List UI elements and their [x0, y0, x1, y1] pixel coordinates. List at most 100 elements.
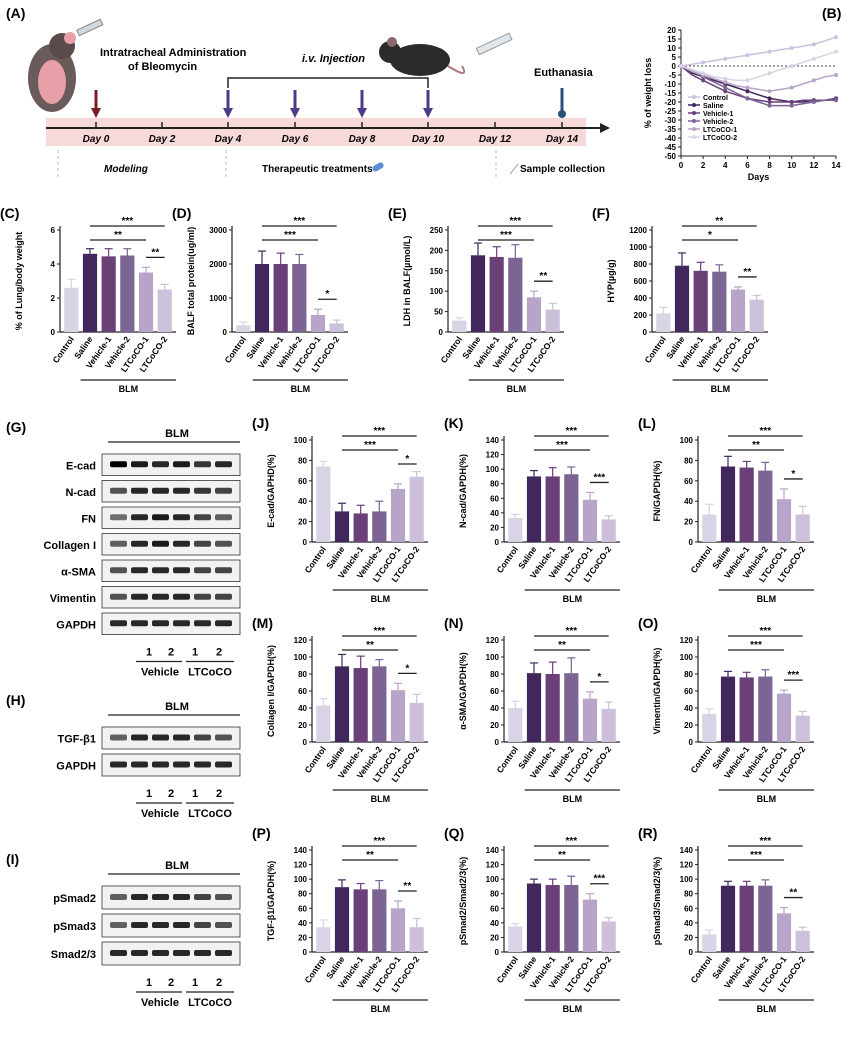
sig-label: ** — [752, 440, 760, 451]
bleomycin-arrow-head — [91, 108, 101, 118]
blot-band — [110, 620, 127, 627]
bar-saline — [720, 676, 736, 742]
bar-ltcoco-2 — [409, 476, 424, 542]
y-tick-label: 1200 — [629, 226, 647, 235]
y-tick-label: -15 — [664, 89, 676, 98]
blot-strip — [101, 753, 241, 777]
blot-band — [152, 761, 169, 768]
y-tick-label: 20 — [490, 933, 499, 942]
sig-label: ** — [151, 247, 159, 258]
blot-band — [152, 734, 169, 741]
bar-chart-n: (N)020406080100120α-SMA/GAPDH(%)ControlS… — [444, 615, 620, 804]
y-tick-label: 0 — [495, 948, 500, 957]
sig-label: *** — [364, 440, 376, 451]
bar-vehicle-1 — [545, 476, 560, 542]
blot-strip — [101, 612, 241, 635]
y-tick-label: 120 — [486, 861, 500, 870]
blot-band — [131, 461, 148, 468]
series-point — [745, 78, 750, 83]
day-labels: Day 0 Day 2 Day 4 Day 6 Day 8 Day 10 Day 12 Day… — [83, 122, 579, 145]
y-tick-label: 120 — [294, 861, 308, 870]
blm-header: BLM — [165, 860, 189, 872]
blot-band — [215, 540, 232, 547]
y-tick-label: 40 — [684, 497, 693, 506]
bar-ltcoco-1 — [390, 690, 406, 742]
y-tick-label: 20 — [684, 518, 693, 527]
y-tick-label: 60 — [684, 904, 693, 913]
y-tick-label: 100 — [680, 436, 694, 445]
blot-band — [173, 567, 190, 574]
blm-bracket-label: BLM — [507, 384, 527, 394]
bar-control — [508, 926, 523, 952]
blot-band — [173, 950, 190, 956]
blot-band — [194, 734, 211, 741]
lane-number: 1 — [146, 977, 152, 989]
bar-control — [702, 514, 717, 542]
bar-control — [316, 466, 331, 542]
bar-chart-o: (O) 0 20 40 60 80 100 120 Vimentin/GAPDH(%) Contr… — [638, 615, 814, 804]
blot-row-label: GAPDH — [56, 761, 96, 773]
blot-band — [215, 487, 232, 494]
blot-band — [152, 894, 169, 900]
y-axis-title: Collagen I/GAPDH(%) — [266, 645, 276, 737]
bar-vehicle-2 — [758, 885, 773, 952]
y-tick-label: -40 — [664, 134, 676, 143]
bar-chart-k: (K) 0 20 40 60 80 100 120 140 N-cad/GAPDH(%) Contr… — [444, 415, 620, 604]
series-point — [745, 53, 750, 58]
sig-label: *** — [500, 230, 512, 241]
y-tick-label: 20 — [684, 933, 693, 942]
timeline-arrowhead — [600, 123, 610, 133]
phase-sample-collection: Sample collection — [520, 164, 605, 175]
category-label: Control — [494, 954, 520, 984]
legend-label: LTCoCO-1 — [703, 127, 737, 134]
x-tick-label: 14 — [832, 161, 841, 170]
blot-h: (H) BLM TGF-β1 GAPDH 1 2 1 2 Vehicle LTCoCO — [6, 692, 241, 820]
bar-saline — [526, 883, 542, 952]
blot-row-label: E-cad — [66, 460, 96, 472]
bar-ltcoco-2 — [329, 323, 344, 332]
legend-label: Control — [703, 95, 728, 102]
lane-number: 2 — [168, 788, 174, 800]
bar-vehicle-2 — [712, 271, 727, 332]
blot-band — [131, 761, 148, 768]
bar-ltcoco-2 — [601, 921, 616, 952]
series-point — [789, 100, 794, 104]
category-label: Control — [438, 334, 464, 364]
y-axis-title: TGF-β1/GAPDH(%) — [266, 861, 276, 942]
bar-control — [508, 708, 523, 742]
timeline-band — [46, 118, 586, 146]
series-point — [834, 73, 838, 77]
blot-band — [152, 922, 169, 928]
sig-label: ** — [403, 881, 411, 892]
panel-label: (R) — [638, 825, 657, 841]
bar-vehicle-2 — [564, 673, 579, 742]
bar-control — [508, 517, 523, 542]
phase-modeling: Modeling — [104, 164, 148, 175]
y-tick-label: 60 — [298, 904, 307, 913]
series-line-ltcoco-1 — [680, 65, 837, 92]
blot-strip — [101, 726, 241, 750]
panel-label: (L) — [638, 415, 656, 431]
y-tick-label: -5 — [669, 71, 677, 80]
legend-marker — [692, 135, 696, 139]
y-tick-label: 50 — [434, 308, 443, 317]
bar-vehicle-2 — [372, 666, 387, 742]
series-point — [723, 56, 728, 61]
bar-vehicle-1 — [353, 513, 368, 542]
day-label: Day 8 — [349, 134, 376, 145]
sig-label: *** — [565, 626, 577, 637]
euthanasia-marker-dot — [558, 110, 566, 118]
y-tick-label: 60 — [298, 477, 307, 486]
blot-strip — [101, 559, 241, 582]
swab-icon — [509, 163, 519, 175]
bar-chart-q: (Q) 0 20 40 60 80 100 120 140 pSmad2/Smad2/3(%) Co… — [444, 825, 620, 1014]
x-tick-label: 6 — [745, 161, 750, 170]
sig-label: ** — [715, 216, 723, 227]
blot-band — [131, 620, 148, 627]
bar-vehicle-2 — [758, 470, 773, 542]
y-tick-label: 20 — [490, 721, 499, 730]
series-point — [723, 76, 728, 81]
y-axis-title: HYP(µg/g) — [606, 259, 616, 302]
blot-band — [152, 567, 169, 574]
